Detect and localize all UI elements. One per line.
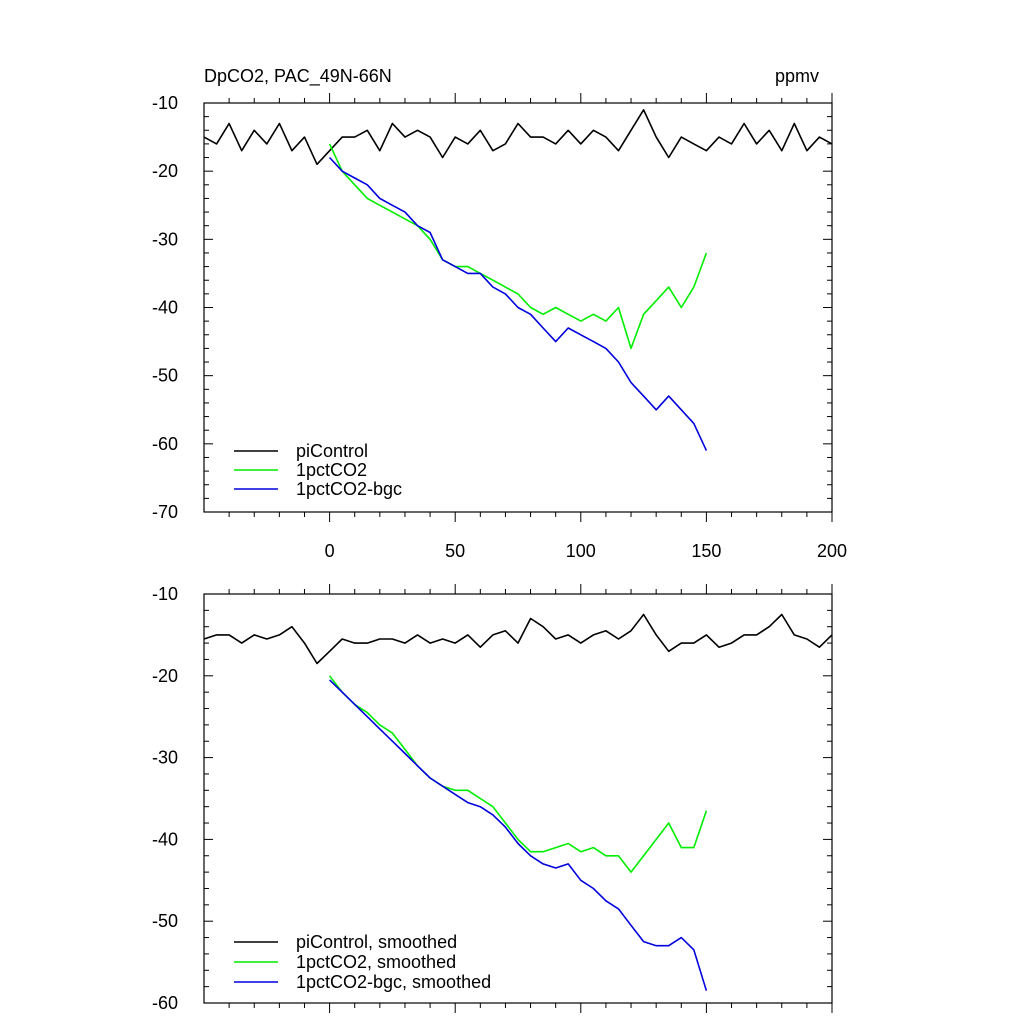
- chart-title: DpCO2, PAC_49N-66N: [204, 66, 392, 87]
- units-label: ppmv: [775, 66, 819, 86]
- y-tick-labels: -10 -20 -30 -40 -50 -60: [152, 584, 178, 1013]
- y-tick-label: -50: [152, 911, 178, 931]
- x-tick-label: 150: [691, 541, 721, 561]
- series-line-picontrol: [203, 109, 833, 166]
- y-tick-label: -40: [152, 829, 178, 849]
- y-tick-labels: -10 -20 -30 -40 -50 -60 -70: [152, 93, 178, 522]
- series-line-1pctco2-smoothed: [328, 675, 708, 873]
- top-panel: DpCO2, PAC_49N-66N ppmv -10-20-30-40-50-…: [152, 66, 847, 561]
- legend-label: 1pctCO2: [296, 460, 367, 480]
- y-tick-label: -60: [152, 993, 178, 1013]
- series-line-1pctco2-bgc-smoothed: [329, 679, 708, 991]
- series-line-1pctco2-bgc: [329, 156, 708, 451]
- y-tick-label: -50: [152, 366, 178, 386]
- series-line-picontrol-smoothed: [203, 613, 833, 665]
- y-tick-label: -30: [152, 229, 178, 249]
- y-tick-label: -30: [152, 748, 178, 768]
- series-lines: [203, 109, 833, 451]
- tick-marks: [204, 93, 833, 522]
- y-tick-label: -10: [152, 584, 178, 604]
- tick-marks: [204, 584, 833, 1013]
- plot-frame: [203, 593, 833, 1004]
- y-tick-label: -20: [152, 666, 178, 686]
- x-tick-label: 0: [325, 541, 335, 561]
- x-tick-label: 50: [445, 541, 465, 561]
- y-tick-label: -40: [152, 298, 178, 318]
- legend-label: 1pctCO2-bgc, smoothed: [296, 972, 491, 992]
- series-line-1pctco2: [328, 143, 708, 350]
- legend-label: piControl, smoothed: [296, 932, 457, 952]
- legend-label: piControl: [296, 441, 368, 461]
- y-tick-label: -60: [152, 434, 178, 454]
- x-tick-labels: 0 50 100 150 200: [325, 541, 847, 561]
- x-tick-label: 100: [566, 541, 596, 561]
- y-tick-label: -10: [152, 93, 178, 113]
- y-tick-label: -70: [152, 502, 178, 522]
- legend-label: 1pctCO2, smoothed: [296, 952, 456, 972]
- x-tick-label: 200: [817, 541, 847, 561]
- bottom-panel: -10-20-30-40-50-60 piControl, smoothed1p…: [152, 584, 833, 1013]
- series-lines: [203, 613, 833, 991]
- legend-label: 1pctCO2-bgc: [296, 479, 402, 499]
- y-tick-label: -20: [152, 161, 178, 181]
